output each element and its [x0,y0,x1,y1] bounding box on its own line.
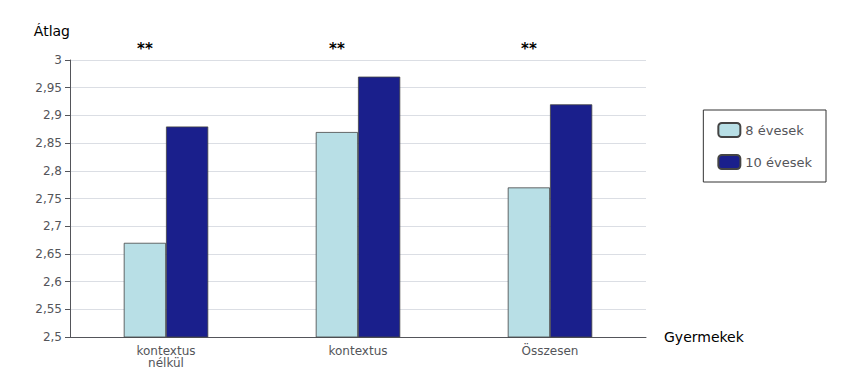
svg-text:Gyermekek: Gyermekek [664,329,745,345]
svg-text:kontextus: kontextus [328,344,387,358]
svg-text:8 évesek: 8 évesek [745,123,804,138]
svg-text:3: 3 [54,53,62,67]
svg-text:nélkül: nélkül [148,356,184,370]
svg-text:**: ** [137,40,153,58]
svg-text:2,95: 2,95 [35,81,62,95]
svg-text:2,6: 2,6 [43,275,62,289]
svg-text:2,8: 2,8 [43,164,62,178]
svg-text:**: ** [521,40,537,58]
svg-text:2,55: 2,55 [35,302,62,316]
svg-text:2,5: 2,5 [43,330,62,344]
svg-text:Átlag: Átlag [34,23,70,39]
svg-text:Összesen: Összesen [522,342,579,358]
svg-text:2,65: 2,65 [35,247,62,261]
svg-text:kontextus: kontextus [136,344,196,358]
svg-text:**: ** [329,40,345,58]
svg-text:10 évesek: 10 évesek [745,155,812,170]
svg-text:2,7: 2,7 [43,219,62,233]
svg-text:2,75: 2,75 [35,192,62,206]
svg-text:2,85: 2,85 [35,136,62,150]
svg-text:2,9: 2,9 [43,108,62,122]
